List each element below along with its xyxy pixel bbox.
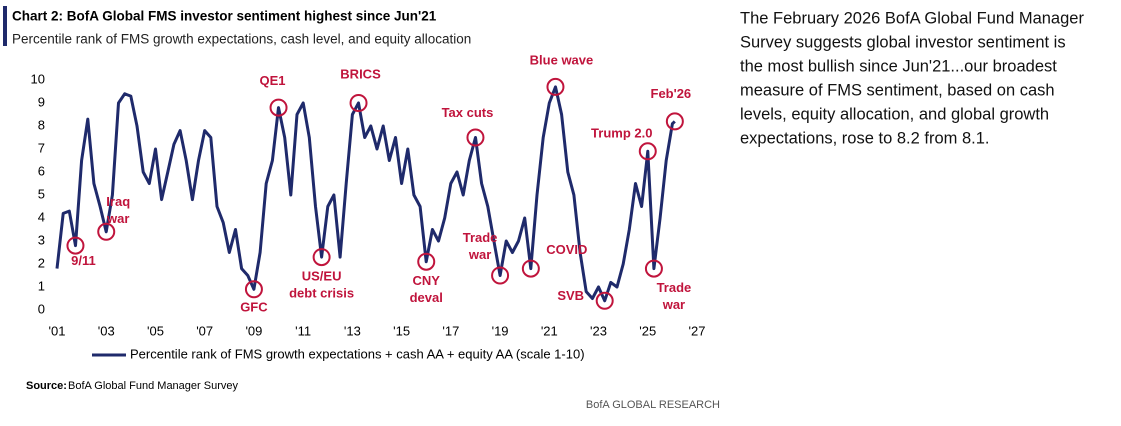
annotation-label: SVB <box>557 288 584 303</box>
annotation-label: war <box>106 211 129 226</box>
annotation-label: war <box>662 297 685 312</box>
y-tick-label: 7 <box>38 140 45 155</box>
annotation-label: deval <box>410 290 443 305</box>
annotation-label: CNY <box>413 273 441 288</box>
annotation-label: Trade <box>463 230 498 245</box>
annotation-circle <box>491 266 510 285</box>
series-line <box>55 85 676 303</box>
x-tick-label: '25 <box>639 323 656 338</box>
x-tick-label: '03 <box>98 323 115 338</box>
annotation-label: COVID <box>546 242 587 257</box>
annotation-circle <box>312 248 331 267</box>
y-tick-label: 10 <box>31 71 45 86</box>
commentary-line: Survey suggests global investor sentimen… <box>740 33 1066 51</box>
annotation-label: debt crisis <box>289 286 354 301</box>
y-tick-label: 1 <box>38 278 45 293</box>
x-tick-label: '15 <box>393 323 410 338</box>
annotation-label: QE1 <box>260 73 286 88</box>
x-tick-label: '17 <box>442 323 459 338</box>
annotation-label: Trump 2.0 <box>591 126 652 141</box>
annotation-circle <box>244 280 263 299</box>
x-tick-label: '21 <box>541 323 558 338</box>
x-tick-label: '19 <box>492 323 509 338</box>
source: BofA Global Fund Manager Survey <box>68 380 238 392</box>
annotation-circle <box>269 98 288 117</box>
commentary-line: measure of FMS sentiment, based on cash <box>740 81 1055 99</box>
annotation-circle <box>97 222 116 241</box>
title-bar <box>3 6 7 46</box>
annotation-circle <box>521 259 540 278</box>
x-tick-label: '01 <box>49 323 66 338</box>
annotation-label: Blue wave <box>530 52 594 67</box>
x-tick-label: '27 <box>689 323 706 338</box>
annotation-label: GFC <box>240 300 268 315</box>
annotation-label: Tax cuts <box>442 105 494 120</box>
annotation-circle <box>66 236 85 255</box>
y-tick-label: 9 <box>38 94 45 109</box>
x-tick-label: '05 <box>147 323 164 338</box>
y-tick-label: 8 <box>38 117 45 132</box>
annotation-circle <box>466 128 485 147</box>
annotation-label: Trade <box>657 280 692 295</box>
y-tick-label: 4 <box>38 209 45 224</box>
x-tick-label: '07 <box>196 323 213 338</box>
annotation-circle <box>595 291 614 310</box>
x-tick-label: '23 <box>590 323 607 338</box>
y-tick-label: 5 <box>38 186 45 201</box>
annotation-label: US/EU <box>302 269 342 284</box>
x-tick-label: '11 <box>295 323 311 338</box>
chart-subtitle: Percentile rank of FMS growth expectatio… <box>12 32 471 47</box>
commentary-line: levels, equity allocation, and global gr… <box>740 105 1049 123</box>
annotation-circle <box>417 252 436 271</box>
commentary-line: the most bullish since Jun'21...our broa… <box>740 57 1057 75</box>
annotation-circle <box>349 94 368 112</box>
annotation-circle <box>665 112 684 131</box>
chart-title: Chart 2: BofA Global FMS investor sentim… <box>12 9 437 24</box>
commentary-line: The February 2026 BofA Global Fund Manag… <box>740 9 1084 27</box>
annotation-label: 9/11 <box>71 253 96 268</box>
annotation-label: BRICS <box>340 66 381 81</box>
x-tick-label: '13 <box>344 323 361 338</box>
y-tick-label: 0 <box>38 301 45 316</box>
legend-label: Percentile rank of FMS growth expectatio… <box>130 346 585 361</box>
commentary-line: expectations, rose to 8.2 from 8.1. <box>740 129 989 147</box>
brand: BofA GLOBAL RESEARCH <box>586 399 720 411</box>
x-tick-label: '09 <box>245 323 262 338</box>
annotation-circle <box>638 142 657 161</box>
y-tick-label: 6 <box>38 163 45 178</box>
annotation-label: war <box>468 247 491 262</box>
y-tick-label: 2 <box>38 255 45 270</box>
annotation-label: Feb'26 <box>651 86 692 101</box>
source-label: Source: <box>26 380 67 392</box>
annotation-circle <box>546 77 565 96</box>
y-tick-label: 3 <box>38 232 45 247</box>
annotation-label: Iraq <box>106 194 130 209</box>
annotation-circle <box>644 259 663 278</box>
